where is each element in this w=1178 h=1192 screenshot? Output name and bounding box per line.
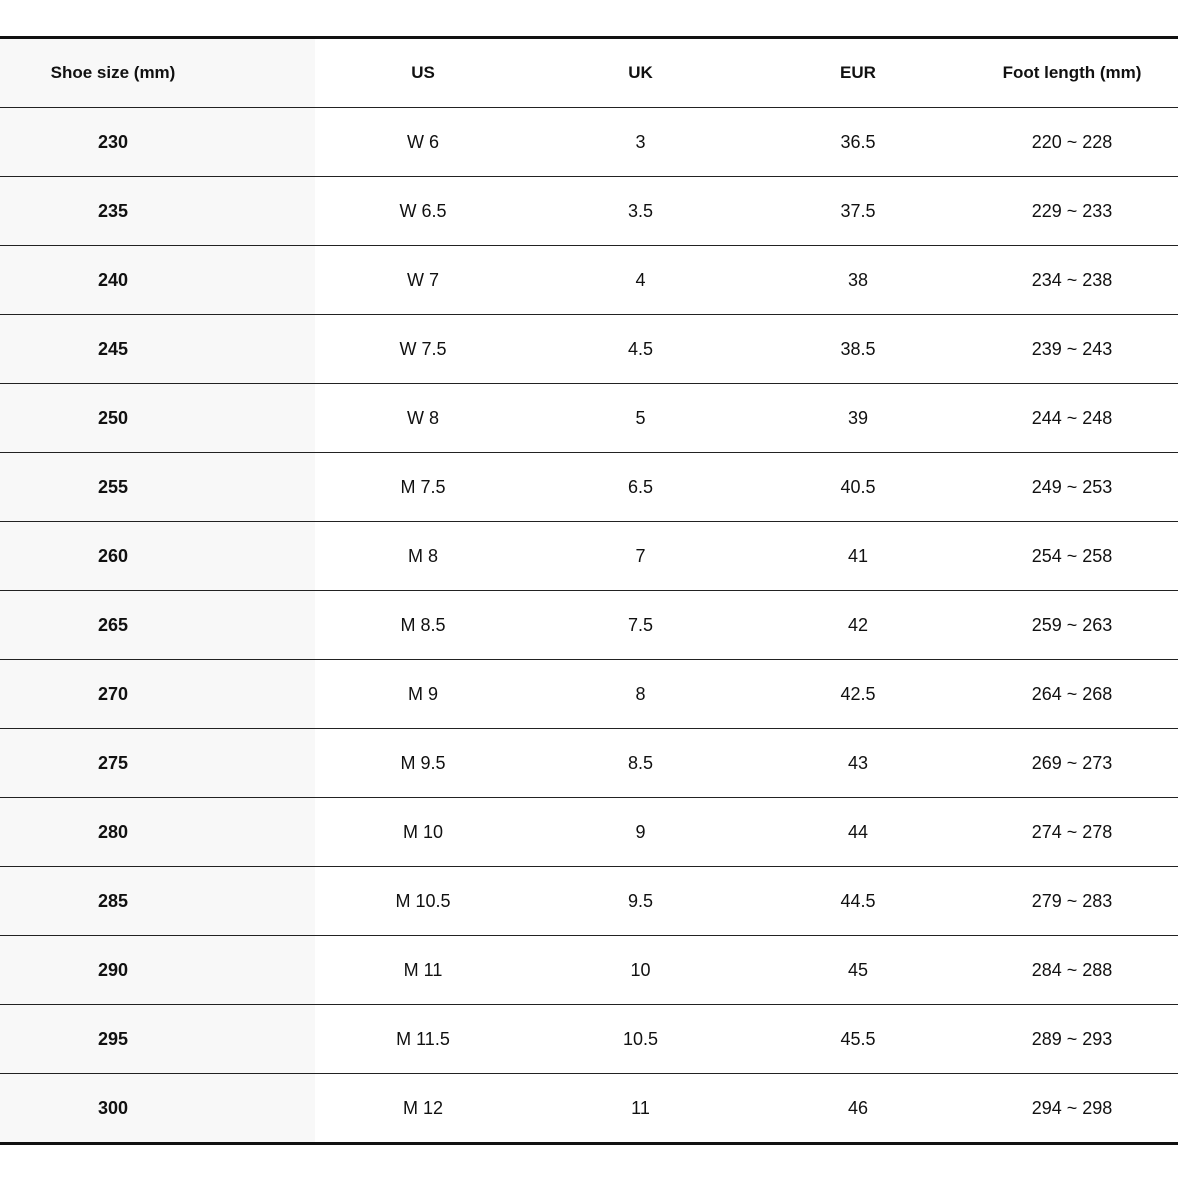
table-row: 260 M 8 7 41 254 ~ 258 [0, 521, 1178, 591]
table-row: 235 W 6.5 3.5 37.5 229 ~ 233 [0, 176, 1178, 246]
cell-shoe-size: 300 [0, 1073, 315, 1144]
cell-shoe-size: 295 [0, 1004, 315, 1074]
table-row: 290 M 11 10 45 284 ~ 288 [0, 935, 1178, 1005]
cell-eur: 44.5 [750, 866, 966, 936]
header-row: Shoe size (mm) US UK EUR Foot length (mm) [0, 37, 1178, 108]
cell-uk: 4.5 [531, 314, 750, 384]
cell-uk: 10.5 [531, 1004, 750, 1074]
cell-eur: 45.5 [750, 1004, 966, 1074]
cell-foot-length: 229 ~ 233 [966, 176, 1178, 246]
table-row: 230 W 6 3 36.5 220 ~ 228 [0, 107, 1178, 177]
cell-shoe-size: 250 [0, 383, 315, 453]
cell-foot-length: 234 ~ 238 [966, 245, 1178, 315]
cell-eur: 44 [750, 797, 966, 867]
table-row: 240 W 7 4 38 234 ~ 238 [0, 245, 1178, 315]
cell-shoe-size: 290 [0, 935, 315, 1005]
cell-eur: 43 [750, 728, 966, 798]
cell-eur: 41 [750, 521, 966, 591]
cell-uk: 7.5 [531, 590, 750, 660]
cell-us: M 11 [315, 935, 531, 1005]
cell-foot-length: 294 ~ 298 [1031, 1097, 1113, 1118]
cell-shoe-size: 270 [0, 659, 315, 729]
cell-shoe-size: 265 [0, 590, 315, 660]
cell-uk: 9.5 [531, 866, 750, 936]
table-row: 285 M 10.5 9.5 44.5 279 ~ 283 [0, 866, 1178, 936]
cell-foot-length: 259 ~ 263 [966, 590, 1178, 660]
cell-uk: 7 [531, 521, 750, 591]
cell-foot-length: 249 ~ 253 [966, 452, 1178, 522]
cell-us: M 10 [315, 797, 531, 867]
cell-eur: 38.5 [750, 314, 966, 384]
cell-us: M 11.5 [315, 1004, 531, 1074]
cell-us: M 9 [315, 659, 531, 729]
cell-us: W 7 [315, 245, 531, 315]
cell-us: W 6 [315, 107, 531, 177]
cell-foot-length: 274 ~ 278 [966, 797, 1178, 867]
cell-uk: 8.5 [531, 728, 750, 798]
cell-foot-length: 284 ~ 288 [966, 935, 1178, 1005]
cell-eur: 39 [750, 383, 966, 453]
cell-shoe-size: 240 [0, 245, 315, 315]
cell-shoe-size: 245 [0, 314, 315, 384]
cell-us: W 8 [315, 383, 531, 453]
cell-us: M 9.5 [315, 728, 531, 798]
cell-eur: 42.5 [750, 659, 966, 729]
table-row: 270 M 9 8 42.5 264 ~ 268 [0, 659, 1178, 729]
cell-uk: 8 [531, 659, 750, 729]
cell-shoe-size: 230 [0, 107, 315, 177]
cell-eur: 46 [847, 1097, 869, 1118]
cell-us: W 7.5 [315, 314, 531, 384]
cell-us: M 7.5 [315, 452, 531, 522]
cell-uk: 6.5 [531, 452, 750, 522]
cell-eur: 42 [750, 590, 966, 660]
size-chart-table: Shoe size (mm) US UK EUR Foot length (mm) 23… [0, 36, 1178, 1145]
cell-foot-length: 244 ~ 248 [966, 383, 1178, 453]
cell-shoe-size: 280 [0, 797, 315, 867]
cell-shoe-size: 255 [0, 452, 315, 522]
header-uk: UK [531, 37, 750, 108]
table-row: 300 M 12 11 46 294 ~ 298 [0, 1073, 1178, 1144]
cell-uk: 9 [531, 797, 750, 867]
cell-uk: 10 [531, 935, 750, 1005]
cell-uk: 3 [531, 107, 750, 177]
cell-eur: 38 [750, 245, 966, 315]
cell-foot-length: 279 ~ 283 [966, 866, 1178, 936]
cell-us: M 10.5 [315, 866, 531, 936]
cell-eur: 36.5 [750, 107, 966, 177]
cell-uk: 11 [631, 1097, 650, 1118]
cell-shoe-size: 235 [0, 176, 315, 246]
cell-us: M 8 [315, 521, 531, 591]
cell-shoe-size: 285 [0, 866, 315, 936]
header-eur: EUR [750, 37, 966, 108]
cell-foot-length: 220 ~ 228 [966, 107, 1178, 177]
cell-eur: 40.5 [750, 452, 966, 522]
cell-uk: 3.5 [531, 176, 750, 246]
cell-us: W 6.5 [315, 176, 531, 246]
cell-eur: 37.5 [750, 176, 966, 246]
cell-shoe-size: 260 [0, 521, 315, 591]
table-row: 265 M 8.5 7.5 42 259 ~ 263 [0, 590, 1178, 660]
table-row: 295 M 11.5 10.5 45.5 289 ~ 293 [0, 1004, 1178, 1074]
header-foot-length: Foot length (mm) [966, 37, 1178, 108]
table-row: 250 W 8 5 39 244 ~ 248 [0, 383, 1178, 453]
table-row: 255 M 7.5 6.5 40.5 249 ~ 253 [0, 452, 1178, 522]
table-row: 275 M 9.5 8.5 43 269 ~ 273 [0, 728, 1178, 798]
cell-uk: 5 [531, 383, 750, 453]
cell-us: M 12 [402, 1097, 444, 1118]
cell-foot-length: 254 ~ 258 [966, 521, 1178, 591]
header-us: US [315, 37, 531, 108]
header-shoe-size: Shoe size (mm) [0, 37, 315, 108]
cell-shoe-size: 275 [0, 728, 315, 798]
cell-eur: 45 [750, 935, 966, 1005]
table-row: 245 W 7.5 4.5 38.5 239 ~ 243 [0, 314, 1178, 384]
cell-foot-length: 239 ~ 243 [966, 314, 1178, 384]
cell-foot-length: 289 ~ 293 [966, 1004, 1178, 1074]
cell-foot-length: 264 ~ 268 [966, 659, 1178, 729]
table-row: 280 M 10 9 44 274 ~ 278 [0, 797, 1178, 867]
cell-uk: 4 [531, 245, 750, 315]
cell-foot-length: 269 ~ 273 [966, 728, 1178, 798]
cell-us: M 8.5 [315, 590, 531, 660]
